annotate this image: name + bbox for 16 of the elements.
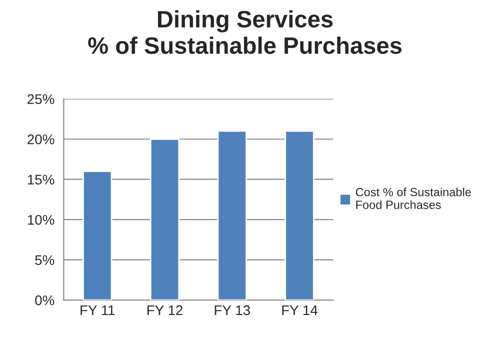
- legend-label: Cost % of Sustainable Food Purchases: [356, 188, 471, 210]
- y-tick-label: 15%: [28, 174, 54, 185]
- y-tick-label: 0%: [35, 295, 54, 306]
- x-tick-label: FY 12: [147, 305, 182, 316]
- y-tick-label: 20%: [28, 134, 54, 144]
- bar: [82, 170, 112, 300]
- x-tick-label: FY 13: [214, 305, 250, 316]
- y-tick-label: 25%: [28, 94, 54, 104]
- bar: [150, 138, 180, 300]
- x-tick-label: FY 14: [282, 305, 318, 316]
- chart-title: Dining Services % of Sustainable Purchases: [88, 10, 402, 54]
- bar: [217, 130, 247, 300]
- y-tick-label: 5%: [35, 255, 54, 266]
- x-tick-label: FY 11: [80, 305, 115, 316]
- bar: [284, 130, 314, 300]
- y-tick-label: 10%: [28, 214, 54, 225]
